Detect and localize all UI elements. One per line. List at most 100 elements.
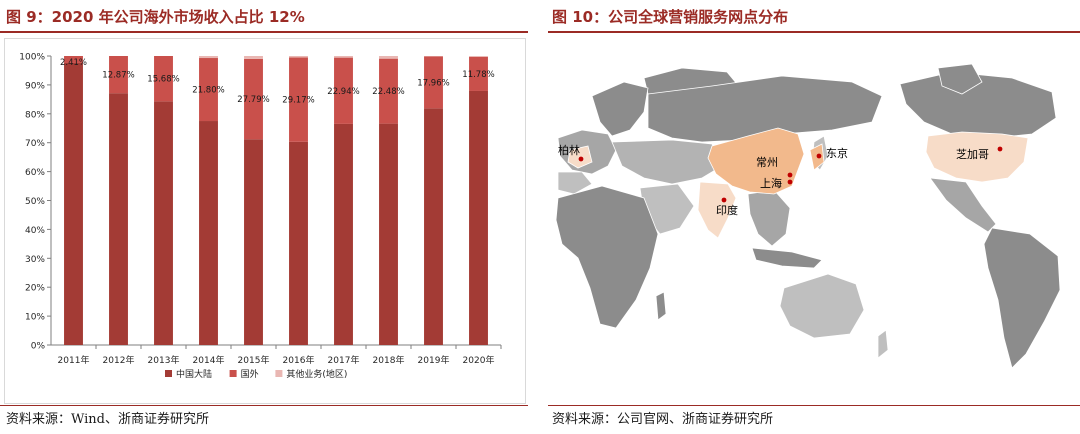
bar-segment-3 xyxy=(199,56,218,59)
bar-segment-3 xyxy=(379,56,398,59)
bar-segment-1 xyxy=(154,101,173,345)
right-source: 资料来源：公司官网、浙商证券研究所 xyxy=(552,412,774,427)
data-label: 17.96% xyxy=(417,78,449,88)
bar-segment-3 xyxy=(289,56,308,58)
bar-segment-1 xyxy=(244,139,263,345)
land-north-america xyxy=(899,71,1057,139)
map-label-berlin: 柏林 xyxy=(558,143,580,157)
land-madagascar xyxy=(655,291,667,321)
land-africa xyxy=(555,185,659,329)
china-region xyxy=(707,127,805,195)
right-bottom-rule xyxy=(548,405,1080,406)
map-label-changzhou: 常州 xyxy=(756,156,778,169)
x-tick-label: 2011年 xyxy=(58,354,90,366)
left-title-rule xyxy=(0,31,528,33)
x-tick-label: 2015年 xyxy=(238,354,270,366)
bar-segment-2 xyxy=(109,56,128,94)
x-tick-label: 2020年 xyxy=(463,354,495,366)
y-tick-label: 80% xyxy=(25,110,45,120)
marker-chicago xyxy=(997,146,1003,152)
bar-segment-2 xyxy=(289,57,308,142)
india-region xyxy=(697,181,737,239)
left-panel-title: 图 9：2020 年公司海外市场收入占比 12% xyxy=(6,8,305,26)
bar-segment-3 xyxy=(334,56,353,58)
land-iberia xyxy=(557,171,593,195)
y-tick-label: 50% xyxy=(25,197,45,207)
marker-india xyxy=(721,197,727,203)
marker-shanghai xyxy=(787,179,793,185)
bar-segment-1 xyxy=(64,62,83,345)
data-label: 2.41% xyxy=(60,58,87,68)
land-scandinavia xyxy=(591,81,649,137)
bar-segment-2 xyxy=(244,58,263,140)
legend-label-3: 其他业务(地区) xyxy=(286,368,347,380)
legend-label-2: 国外 xyxy=(241,368,259,380)
legend-swatch-2 xyxy=(229,370,237,377)
bar-segment-1 xyxy=(424,108,443,346)
y-tick-label: 10% xyxy=(25,313,45,323)
data-label: 22.48% xyxy=(372,87,404,97)
y-tick-label: 100% xyxy=(19,53,45,63)
land-central-america xyxy=(929,177,997,233)
bar-segment-2 xyxy=(334,57,353,124)
stacked-bar-chart: 0% 10% 20% 30% 40% 50% 60% 70% 80% 90% 100% 2011年 20… xyxy=(19,53,502,380)
legend-label-1: 中国大陆 xyxy=(176,368,212,380)
bar-segment-1 xyxy=(379,123,398,345)
x-tick-label: 2017年 xyxy=(328,354,360,366)
bar-segment-3 xyxy=(469,56,488,57)
bar-segment-3 xyxy=(244,56,263,59)
y-tick-label: 40% xyxy=(25,226,45,236)
bar-segment-2 xyxy=(199,58,218,122)
right-panel-title: 图 10：公司全球营销服务网点分布 xyxy=(552,8,789,26)
y-tick-label: 30% xyxy=(25,255,45,265)
marker-changzhou xyxy=(787,172,793,178)
land-se-asia xyxy=(747,189,791,247)
y-tick-label: 60% xyxy=(25,168,45,178)
left-source: 资料来源：Wind、浙商证券研究所 xyxy=(6,412,209,427)
data-label: 27.79% xyxy=(237,95,269,105)
x-tick-label: 2014年 xyxy=(193,354,225,366)
map-label-shanghai: 上海 xyxy=(760,176,782,190)
bar-segment-1 xyxy=(199,121,218,346)
land-greenland xyxy=(937,63,983,95)
y-tick-label: 20% xyxy=(25,284,45,294)
x-tick-label: 2019年 xyxy=(418,354,450,366)
left-bottom-rule xyxy=(0,405,528,406)
land-south-america xyxy=(983,227,1061,369)
land-central-asia xyxy=(611,139,723,185)
location-markers xyxy=(578,146,1003,203)
usa-region xyxy=(925,131,1029,183)
land-australia xyxy=(779,273,865,339)
data-label: 12.87% xyxy=(102,71,134,81)
right-title-rule xyxy=(548,31,1080,33)
legend-swatch-3 xyxy=(275,370,283,377)
bar-segment-2 xyxy=(154,56,173,102)
bar-segment-2 xyxy=(379,58,398,124)
x-tick-label: 2018年 xyxy=(373,354,405,366)
land-indonesia xyxy=(751,247,823,269)
bar-segment-1 xyxy=(469,90,488,346)
bar-segment-1 xyxy=(289,141,308,345)
data-label: 29.17% xyxy=(282,96,314,106)
data-label: 21.80% xyxy=(192,86,224,96)
legend-swatch-1 xyxy=(165,370,172,377)
bar-segment-1 xyxy=(334,123,353,345)
bar-segment-1 xyxy=(109,93,128,345)
marker-tokyo xyxy=(816,153,822,159)
data-label: 22.94% xyxy=(327,87,359,97)
land-new-zealand xyxy=(877,329,889,359)
y-tick-label: 70% xyxy=(25,139,45,149)
x-tick-label: 2012年 xyxy=(103,354,135,366)
bar-segment-2 xyxy=(469,56,488,91)
map-label-chicago: 芝加哥 xyxy=(956,148,989,161)
y-tick-label: 0% xyxy=(31,342,46,352)
y-tick-label: 90% xyxy=(25,81,45,91)
map-label-india: 印度 xyxy=(716,203,738,217)
bar-segment-2 xyxy=(64,56,83,63)
data-label: 15.68% xyxy=(147,75,179,85)
map-label-tokyo: 东京 xyxy=(826,146,848,160)
x-tick-label: 2013年 xyxy=(148,354,180,366)
x-tick-label: 2016年 xyxy=(283,354,315,366)
marker-berlin xyxy=(578,156,584,162)
bar-segment-2 xyxy=(424,56,443,109)
